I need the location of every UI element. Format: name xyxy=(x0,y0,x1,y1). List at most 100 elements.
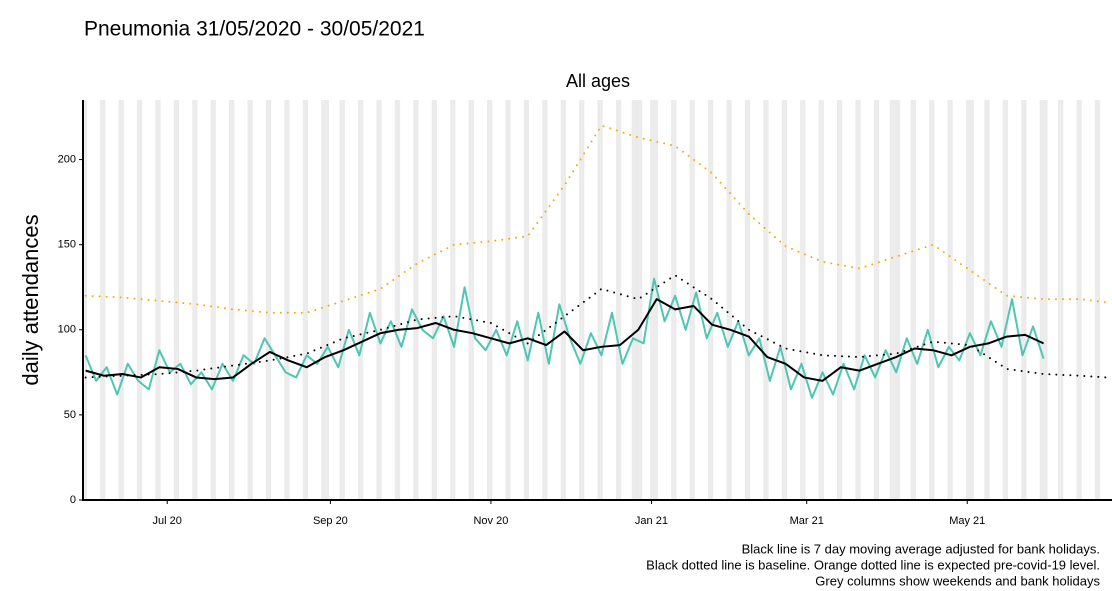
shaded-day xyxy=(615,100,619,500)
shaded-day xyxy=(542,100,545,500)
shaded-day xyxy=(1094,100,1098,500)
shaded-day xyxy=(634,100,637,500)
x-tick-label: Mar 21 xyxy=(790,515,824,527)
y-tick-label: 0 xyxy=(70,494,76,506)
shaded-day xyxy=(431,100,435,500)
shaded-day xyxy=(526,100,530,500)
shaded-day xyxy=(452,100,456,500)
shaded-day xyxy=(158,100,161,500)
shaded-day xyxy=(250,100,253,500)
shaded-day xyxy=(302,100,306,500)
shaded-day xyxy=(600,100,603,500)
shaded-day xyxy=(1023,100,1027,500)
shaded-day xyxy=(121,100,124,500)
shaded-day xyxy=(192,100,195,500)
shaded-day xyxy=(708,100,711,500)
shaded-day xyxy=(636,100,640,500)
shaded-day xyxy=(986,100,990,500)
x-tick-label: Sep 20 xyxy=(313,515,348,527)
x-tick-label: Jan 21 xyxy=(635,515,668,527)
shaded-day xyxy=(379,100,382,500)
shaded-day xyxy=(802,100,806,500)
shaded-day xyxy=(631,100,635,500)
shaded-day xyxy=(1097,100,1101,500)
shaded-day xyxy=(763,100,766,500)
shaded-day xyxy=(873,100,877,500)
shaded-day xyxy=(894,100,898,500)
shaded-day xyxy=(1060,100,1064,500)
shaded-day xyxy=(415,100,419,500)
shaded-day xyxy=(450,100,453,500)
y-tick-label: 200 xyxy=(58,153,76,165)
shaded-day xyxy=(342,100,345,500)
shaded-day xyxy=(1044,100,1048,500)
shaded-day xyxy=(471,100,474,500)
shaded-day xyxy=(839,100,843,500)
shaded-day xyxy=(468,100,472,500)
shaded-day xyxy=(1076,100,1080,500)
shaded-day xyxy=(508,100,511,500)
shaded-day xyxy=(597,100,601,500)
shaded-day xyxy=(947,100,951,500)
y-tick-label: 100 xyxy=(58,324,76,336)
shaded-day xyxy=(118,100,122,500)
plot-area: 0 50 100 150 200 Jul 20 Sep 20 Nov 20 Jan 21 Mar … xyxy=(58,100,1112,527)
shaded-day xyxy=(1058,100,1061,500)
shaded-day xyxy=(858,100,861,500)
shaded-day xyxy=(284,100,287,500)
shaded-day xyxy=(155,100,159,500)
shaded-day xyxy=(413,100,416,500)
shaded-day xyxy=(876,100,880,500)
shaded-day xyxy=(84,100,87,500)
shaded-day xyxy=(397,100,401,500)
series-line xyxy=(84,124,1108,314)
footnote: Black dotted line is baseline. Orange do… xyxy=(646,557,1100,572)
series-line xyxy=(84,274,1108,379)
footnote: Grey columns show weekends and bank holi… xyxy=(815,573,1100,588)
shaded-day xyxy=(689,100,693,500)
shaded-day xyxy=(213,100,216,500)
shaded-day xyxy=(489,100,493,500)
shaded-day xyxy=(544,100,548,500)
shaded-day xyxy=(929,100,932,500)
shaded-day xyxy=(913,100,916,500)
series-line xyxy=(85,298,1044,382)
shaded-day xyxy=(726,100,730,500)
shaded-day xyxy=(434,100,437,500)
shaded-day xyxy=(836,100,840,500)
shaded-day xyxy=(950,100,953,500)
shaded-day xyxy=(523,100,527,500)
shaded-day xyxy=(286,100,290,500)
shaded-day xyxy=(747,100,751,500)
shaded-day xyxy=(1042,100,1045,500)
shaded-day xyxy=(892,100,895,500)
shaded-day xyxy=(231,100,235,500)
shaded-day xyxy=(821,100,824,500)
x-tick-label: Jul 20 xyxy=(153,515,182,527)
shaded-day xyxy=(265,100,269,500)
shaded-day xyxy=(1079,100,1082,500)
shaded-day xyxy=(360,100,364,500)
shaded-day xyxy=(247,100,251,500)
shaded-day xyxy=(971,100,974,500)
shaded-day xyxy=(176,100,180,500)
shaded-day xyxy=(910,100,914,500)
shaded-day xyxy=(618,100,622,500)
shaded-day xyxy=(358,100,361,500)
shaded-day xyxy=(339,100,343,500)
shaded-day xyxy=(1039,100,1043,500)
shaded-day xyxy=(931,100,935,500)
shaded-day xyxy=(968,100,972,500)
shaded-day xyxy=(639,100,643,500)
shaded-day xyxy=(784,100,787,500)
chart-title: Pneumonia 31/05/2020 - 30/05/2021 xyxy=(84,18,425,41)
shaded-day xyxy=(326,100,330,500)
shaded-day xyxy=(765,100,769,500)
shaded-day xyxy=(100,100,103,500)
shaded-day xyxy=(652,100,656,500)
shading xyxy=(84,100,1101,500)
shaded-day xyxy=(139,100,143,500)
chart-subtitle: All ages xyxy=(566,71,630,91)
shaded-day xyxy=(305,100,309,500)
